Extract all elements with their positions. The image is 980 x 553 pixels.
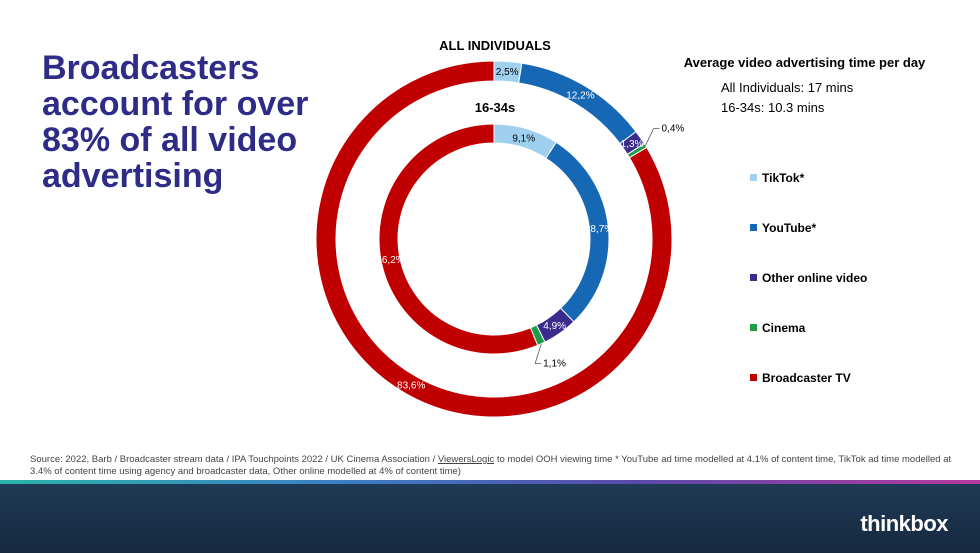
legend-item-other-online-video: Other online video: [750, 270, 867, 285]
legend-swatch-tiktok: [750, 174, 757, 182]
legend-label-tiktok: TikTok*: [762, 170, 805, 185]
legend-swatch-youtube: [750, 224, 757, 232]
footer-divider: [0, 480, 980, 484]
thinkbox-logo: thinkbox: [860, 511, 948, 536]
data-label-16-34s-youtube: 28,7%: [585, 224, 613, 235]
info-line-16-34s: 16-34s: 10.3 mins: [721, 100, 825, 115]
footer-bar: thinkbox: [0, 484, 980, 553]
data-label-16-34s-broadcaster-tv: 56,2%: [376, 255, 404, 266]
slice-16-34s-broadcaster-tv: [378, 123, 539, 355]
data-label-all-individuals-cinema: 0,4%: [662, 124, 685, 135]
slice-all-individuals-broadcaster-tv: [315, 60, 673, 418]
headline: Broadcasters account for over 83% of all…: [42, 49, 309, 195]
legend-swatch-other-online-video: [750, 274, 757, 282]
viewerslogic-link[interactable]: ViewersLogic: [437, 454, 495, 465]
data-label-16-34s-tiktok: 9,1%: [512, 133, 535, 144]
source-note: Source: 2022, Barb / Broadcaster stream …: [30, 454, 960, 478]
info-line-all-individuals: All Individuals: 17 mins: [721, 80, 854, 95]
data-label-all-individuals-youtube: 12,2%: [566, 90, 594, 101]
legend-item-youtube: YouTube*: [750, 220, 816, 235]
legend-label-cinema: Cinema: [762, 320, 806, 335]
data-label-all-individuals-tiktok: 2,5%: [496, 67, 519, 78]
chart-title: ALL INDIVIDUALS: [439, 38, 551, 53]
leader-line-all-individuals-cinema: [645, 128, 660, 146]
donut-chart: 2,5% 12,2% 1,3% 0,4% 83,6% 9,1% 28,7% 4,9% 1,1% 5…: [315, 60, 685, 418]
data-label-all-individuals-broadcaster-tv: 83,6%: [397, 381, 425, 392]
legend-item-cinema: Cinema: [750, 320, 805, 335]
data-label-all-individuals-other-online-video: 1,3%: [621, 139, 644, 150]
data-label-16-34s-cinema: 1,1%: [543, 358, 566, 369]
leader-line-16-34s-cinema: [534, 343, 542, 364]
info-title: Average video advertising time per day: [683, 55, 926, 70]
legend-swatch-broadcaster-tv: [750, 374, 757, 382]
legend-item-tiktok: TikTok*: [750, 170, 804, 185]
legend-label-youtube: YouTube*: [762, 220, 817, 235]
source-text-start: Source: 2022, Barb / Broadcaster stream …: [30, 454, 438, 465]
legend-label-broadcaster-tv: Broadcaster TV: [762, 370, 851, 385]
inner-ring-label: 16-34s: [474, 100, 516, 115]
legend-swatch-cinema: [750, 324, 757, 332]
legend-item-broadcaster-tv: Broadcaster TV: [750, 370, 851, 385]
data-label-16-34s-other-online-video: 4,9%: [543, 321, 566, 332]
source-text-end: to model OOH viewing time * YouTube ad t…: [30, 454, 952, 477]
legend-label-other-online-video: Other online video: [762, 270, 868, 285]
